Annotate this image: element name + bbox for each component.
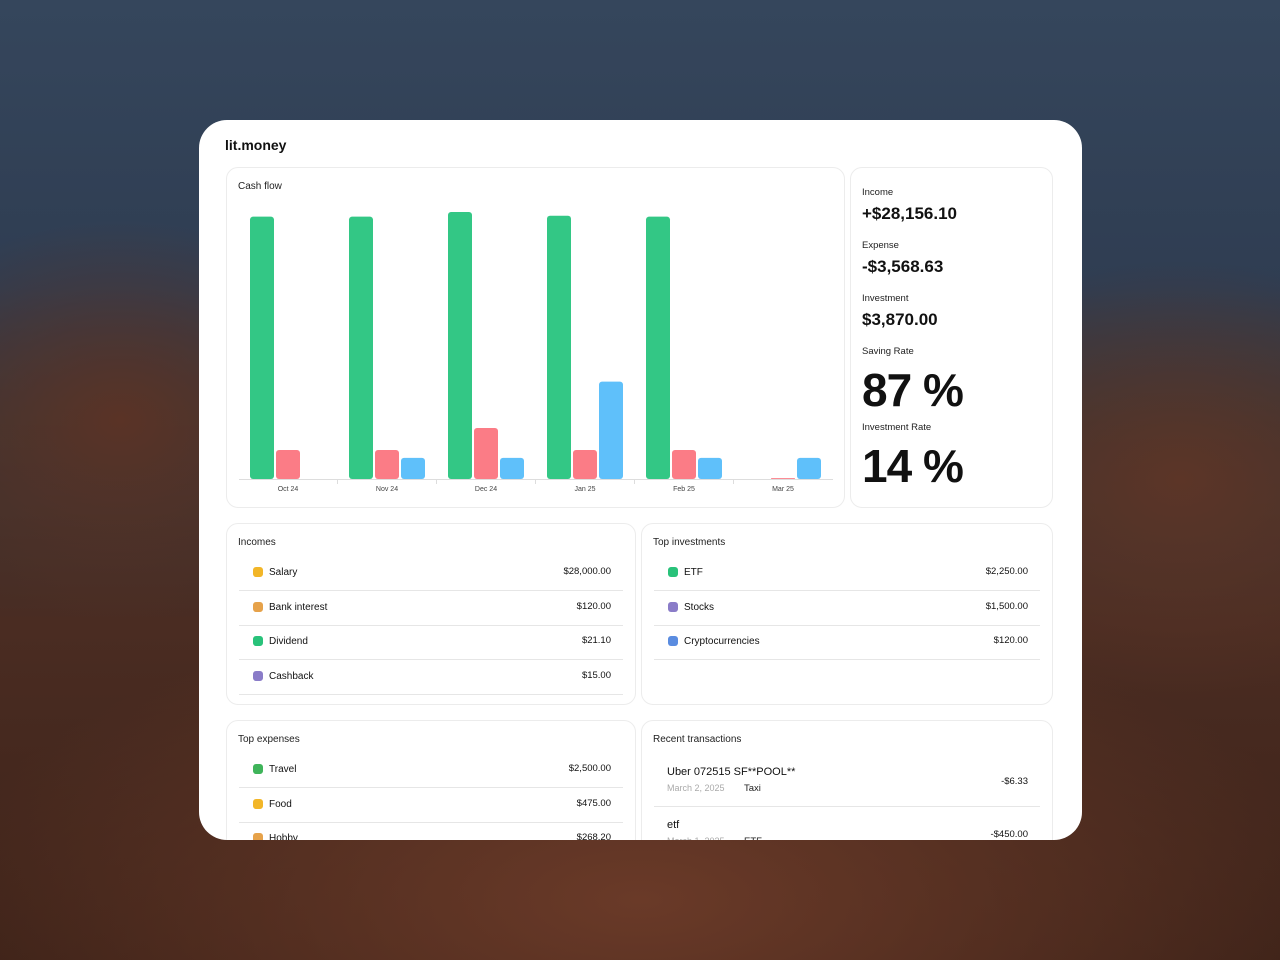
bar (797, 457, 821, 479)
transaction-date: March 2, 2025 (667, 783, 725, 793)
row-icon (668, 601, 678, 612)
list-row: ETF $2,250.00 (654, 556, 1040, 591)
transaction-amount: -$450.00 (990, 829, 1028, 840)
row-amount: $15.00 (581, 669, 611, 681)
panel-title: Recent transactions (653, 734, 742, 745)
list-row: Dividend $21.10 (239, 625, 623, 660)
row-icon (253, 670, 263, 681)
row-icon (253, 764, 263, 774)
row-amount: $120.00 (576, 600, 611, 612)
x-tick-label: Feb 25 (673, 486, 695, 493)
row-amount: $2,500.00 (568, 763, 611, 774)
row-amount: $268.20 (576, 832, 611, 840)
stat-label: Expense (862, 240, 899, 251)
x-tick-label: Nov 24 (376, 486, 398, 493)
list-row: Travel $2,500.00 (239, 753, 623, 788)
row-icon (253, 798, 263, 809)
row-name: Salary (269, 567, 298, 578)
list-row: Bank interest $120.00 (239, 591, 623, 626)
summary-panel: Income +$28,156.10 Expense -$3,568.63 Invest… (850, 167, 1053, 508)
transaction-row: etf March 1, 2025 ETF -$450.00 (654, 807, 1040, 840)
bar (276, 449, 300, 479)
row-name: Stocks (684, 601, 715, 613)
row-name: ETF (684, 567, 703, 578)
logo: lit.money (225, 137, 287, 153)
rate-value: 14 % (862, 440, 964, 492)
transactions-panel: Recent transactions Uber 072515 SF**POOL*… (641, 720, 1053, 840)
stat-value: -$3,568.63 (862, 257, 944, 276)
row-amount: $120.00 (993, 635, 1028, 646)
row-amount: $28,000.00 (563, 566, 611, 577)
x-tick-label: Jan 25 (574, 486, 595, 493)
row-amount: $1,500.00 (985, 600, 1028, 612)
bar (448, 212, 472, 479)
rate-label: Saving Rate (862, 346, 914, 357)
stat-value: +$28,156.10 (862, 204, 958, 223)
panel-title: Top investments (653, 537, 726, 548)
stat-value: $3,870.00 (862, 310, 938, 329)
bar (599, 381, 623, 479)
cash-flow-panel: Cash flow Oct 24 Nov 24 Dec 24 Jan 25 Feb 25… (226, 167, 845, 508)
row-icon (668, 567, 678, 577)
transaction-amount: -$6.33 (1001, 776, 1028, 787)
row-icon (253, 833, 263, 840)
investments-panel: Top investments ETF $2,250.00 Stocks $1,500.… (641, 523, 1053, 705)
bar (547, 215, 571, 479)
list-row: Cryptocurrencies $120.00 (654, 625, 1040, 660)
x-tick-label: Oct 24 (278, 486, 299, 493)
transaction-category: Taxi (744, 783, 761, 794)
row-icon (668, 636, 678, 646)
rate-value: 87 % (862, 364, 964, 416)
bar (573, 449, 597, 479)
row-name: Travel (269, 764, 297, 775)
transaction-name: Uber 072515 SF**POOL** (667, 766, 796, 778)
row-name: Bank interest (269, 601, 328, 613)
bar (349, 216, 373, 479)
row-name: Cryptocurrencies (684, 636, 760, 647)
list-row: Stocks $1,500.00 (654, 591, 1040, 626)
bar (401, 457, 425, 479)
transaction-row: Uber 072515 SF**POOL** March 2, 2025 Taxi -… (654, 754, 1040, 807)
bar (698, 457, 722, 479)
panel-title: Top expenses (238, 734, 300, 745)
incomes-panel: Incomes Salary $28,000.00 Bank interest $120… (226, 523, 636, 705)
panel-title: Cash flow (238, 181, 282, 192)
row-amount: $2,250.00 (985, 566, 1028, 577)
bar (500, 457, 524, 479)
row-amount: $21.10 (581, 635, 611, 646)
row-amount: $475.00 (576, 797, 611, 809)
cash-flow-chart: Oct 24 Nov 24 Dec 24 Jan 25 Feb 25 Mar 25 (239, 212, 833, 493)
expenses-panel: Top expenses Travel $2,500.00 Food $475.00 Ho… (226, 720, 636, 840)
panel-title: Incomes (238, 537, 276, 548)
list-row: Food $475.00 (239, 788, 623, 823)
stat-label: Income (862, 187, 894, 198)
row-name: Food (269, 798, 292, 810)
rate-label: Investment Rate (862, 422, 932, 433)
x-tick-label: Dec 24 (475, 486, 497, 493)
row-icon (253, 567, 263, 577)
transaction-category: ETF (744, 836, 762, 840)
transaction-name: etf (667, 819, 680, 831)
list-row: Salary $28,000.00 (239, 556, 623, 591)
stat-label: Investment (862, 293, 909, 304)
x-tick-label: Mar 25 (772, 486, 794, 493)
list-row: Hobby $268.20 (239, 822, 623, 840)
bar (375, 449, 399, 479)
bar (672, 449, 696, 479)
row-icon (253, 601, 263, 612)
row-name: Cashback (269, 670, 314, 682)
bar (646, 216, 670, 479)
bar (250, 216, 274, 479)
bar (771, 478, 795, 479)
bar (474, 427, 498, 479)
dashboard-card: lit.money Cash flow Oct 24 Nov 24 Dec 24 Ja… (199, 120, 1082, 840)
list-row: Cashback $15.00 (239, 660, 623, 695)
row-name: Dividend (269, 636, 308, 647)
row-name: Hobby (269, 833, 298, 840)
row-icon (253, 636, 263, 646)
transaction-date: March 1, 2025 (667, 836, 725, 840)
